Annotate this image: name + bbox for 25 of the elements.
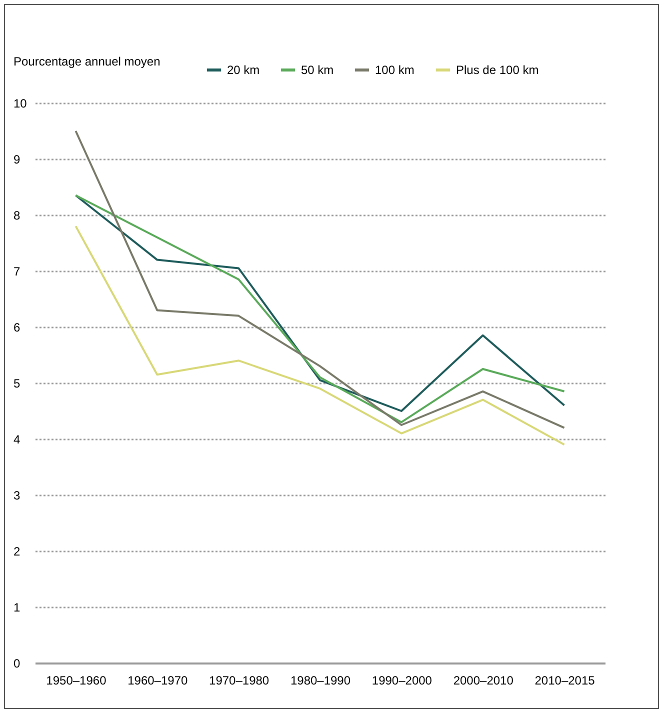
y-tick-label: 2 [14,544,20,558]
y-tick-label: 0 [14,656,20,670]
x-tick-label: 1960–1970 [128,674,188,688]
legend-label: Plus de 100 km [456,63,539,77]
y-tick-label: 6 [14,320,20,334]
x-tick-label: 2010–2015 [534,674,596,688]
y-axis-title: Pourcentage annuel moyen [14,54,160,68]
x-tick-label: 1980–1990 [290,674,351,688]
legend-label: 100 km [375,63,414,77]
x-tick-label: 1990–2000 [372,674,432,688]
line-series [74,130,566,429]
x-tick-label: 1970–1980 [209,674,270,688]
y-tick-label: 8 [14,208,20,222]
y-tick-label: 3 [14,488,20,502]
y-tick-label: 9 [14,152,20,166]
y-tick-label: 4 [14,432,20,446]
x-tick-label: 2000–2010 [453,674,514,688]
y-tick-label: 10 [14,96,28,110]
y-tick-label: 1 [14,600,20,614]
line-series [74,225,566,446]
y-tick-label: 5 [14,376,20,390]
legend-label: 20 km [227,63,260,77]
legend-label: 50 km [301,63,334,77]
y-tick-label: 7 [14,264,20,278]
x-tick-label: 1950–1960 [46,674,107,688]
